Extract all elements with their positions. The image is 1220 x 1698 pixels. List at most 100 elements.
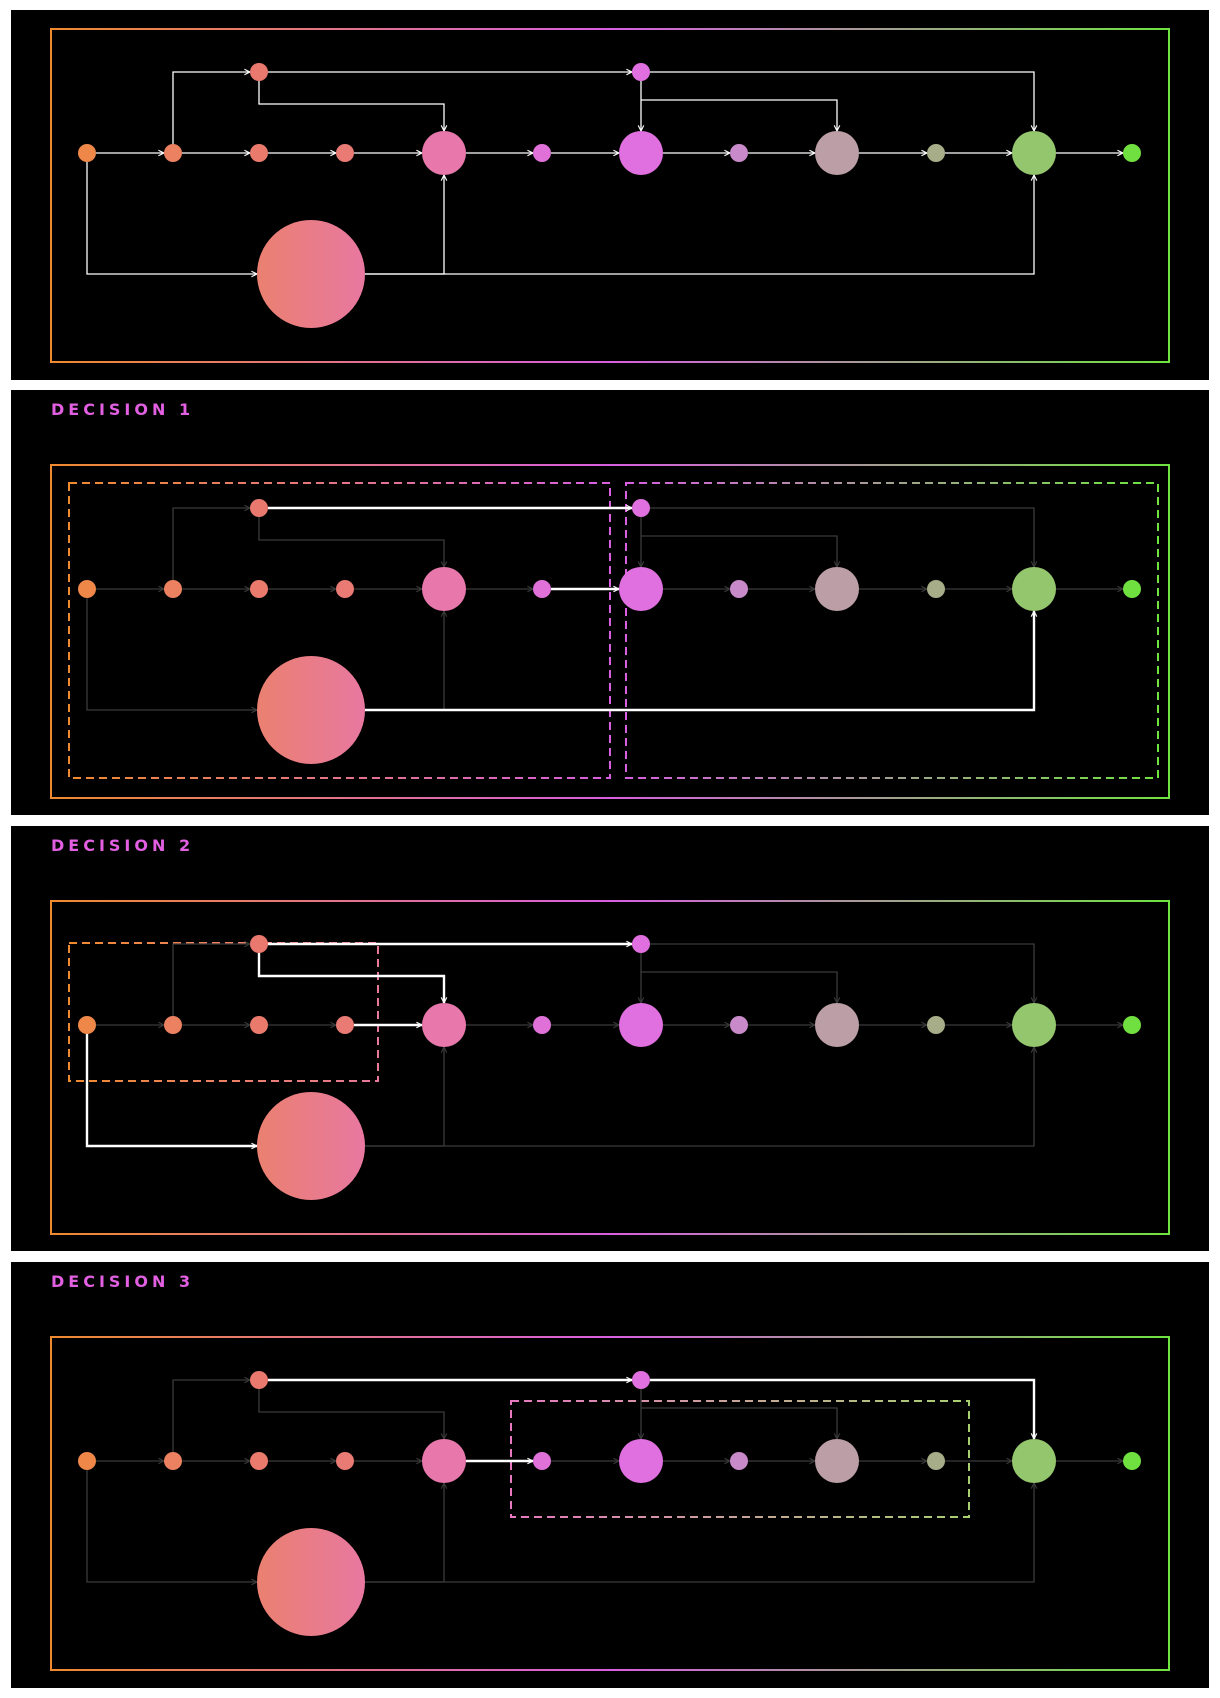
node-n8 — [815, 1003, 859, 1047]
outer-frame — [50, 464, 1170, 799]
decision-3-title: DECISION 3 — [51, 1272, 195, 1291]
node-n6 — [619, 1439, 663, 1483]
node-big — [257, 220, 365, 328]
node-t2 — [632, 63, 650, 81]
node-n7 — [730, 1016, 748, 1034]
edge-t2-n8 — [641, 971, 837, 1003]
edge-n1-t1 — [172, 944, 250, 1016]
edge-big-n4 — [365, 1483, 444, 1583]
node-t1 — [250, 935, 268, 953]
edge-t2-n10 — [650, 943, 1034, 1003]
node-t2 — [632, 935, 650, 953]
node-n5 — [533, 144, 551, 162]
node-n10 — [1012, 1003, 1056, 1047]
node-n8 — [815, 567, 859, 611]
node-n0 — [78, 144, 96, 162]
edge-n1-t1 — [172, 508, 250, 580]
decision-3-panel: DECISION 3 — [11, 1262, 1209, 1688]
edge-big-n10 — [365, 1483, 1034, 1583]
outer-frame — [50, 1336, 1170, 1671]
edge-big-n4 — [365, 175, 444, 275]
edge-n0-big — [86, 162, 257, 274]
overview-diagram — [50, 28, 1170, 363]
node-n3 — [336, 580, 354, 598]
node-n9 — [927, 1016, 945, 1034]
decision-2-panel: DECISION 2 — [11, 826, 1209, 1251]
node-n1 — [164, 580, 182, 598]
node-n9 — [927, 580, 945, 598]
node-n3 — [336, 144, 354, 162]
node-n7 — [730, 580, 748, 598]
edge-big-n10 — [365, 175, 1034, 275]
edge-big-n10 — [365, 1047, 1034, 1147]
dashed-region-right-half — [625, 482, 1159, 779]
node-t1 — [250, 499, 268, 517]
outer-frame — [50, 28, 1170, 363]
edge-n0-big — [86, 1470, 257, 1582]
overview-panel — [11, 10, 1209, 380]
node-big — [257, 1528, 365, 1636]
node-n2 — [250, 1016, 268, 1034]
decision-1-panel: DECISION 1 — [11, 390, 1209, 815]
node-n0 — [78, 580, 96, 598]
node-n8 — [815, 131, 859, 175]
edge-t1-n4 — [258, 517, 444, 567]
node-n11 — [1123, 144, 1141, 162]
node-t2 — [632, 1371, 650, 1389]
node-n9 — [927, 144, 945, 162]
node-n4 — [422, 567, 466, 611]
edge-t2-n8 — [641, 1407, 837, 1439]
node-n3 — [336, 1452, 354, 1470]
decision-1-title: DECISION 1 — [51, 400, 195, 419]
node-n6 — [619, 131, 663, 175]
node-n1 — [164, 1452, 182, 1470]
edge-t2-n10 — [650, 507, 1034, 567]
decision-2-title: DECISION 2 — [51, 836, 195, 855]
node-n11 — [1123, 580, 1141, 598]
dashed-region-middle — [510, 1400, 970, 1518]
node-big — [257, 656, 365, 764]
node-n4 — [422, 1439, 466, 1483]
edge-n0-big — [86, 598, 257, 710]
edge-big-n10 — [365, 611, 1034, 712]
node-n5 — [533, 580, 551, 598]
dashed-region-left-half — [68, 482, 611, 779]
edge-big-n4 — [365, 1047, 444, 1147]
decision-3-diagram — [50, 1336, 1170, 1671]
dashed-region-top-left — [68, 942, 379, 1082]
node-n2 — [250, 580, 268, 598]
node-n4 — [422, 1003, 466, 1047]
node-n10 — [1012, 567, 1056, 611]
node-n8 — [815, 1439, 859, 1483]
decision-2-diagram — [50, 900, 1170, 1235]
decision-1-diagram — [50, 464, 1170, 799]
node-n9 — [927, 1452, 945, 1470]
edge-big-n4 — [365, 611, 444, 711]
node-n4 — [422, 131, 466, 175]
node-n1 — [164, 144, 182, 162]
edge-t1-n4 — [257, 953, 444, 1003]
edge-t1-n4 — [258, 81, 444, 131]
node-n10 — [1012, 1439, 1056, 1483]
node-n11 — [1123, 1452, 1141, 1470]
node-n3 — [336, 1016, 354, 1034]
node-n7 — [730, 1452, 748, 1470]
node-t1 — [250, 63, 268, 81]
edge-t2-n8 — [641, 535, 837, 567]
edge-n0-big — [85, 1034, 257, 1146]
node-n7 — [730, 144, 748, 162]
edge-t2-n8 — [641, 99, 837, 131]
edge-t2-n10 — [650, 1378, 1034, 1439]
outer-frame — [50, 900, 1170, 1235]
edge-n1-t1 — [172, 1380, 250, 1452]
node-n0 — [78, 1016, 96, 1034]
node-n1 — [164, 1016, 182, 1034]
node-n0 — [78, 1452, 96, 1470]
node-n10 — [1012, 131, 1056, 175]
node-n5 — [533, 1016, 551, 1034]
node-n5 — [533, 1452, 551, 1470]
node-n6 — [619, 567, 663, 611]
edge-t1-n4 — [258, 1389, 444, 1439]
edge-t2-n10 — [650, 71, 1034, 131]
node-n11 — [1123, 1016, 1141, 1034]
